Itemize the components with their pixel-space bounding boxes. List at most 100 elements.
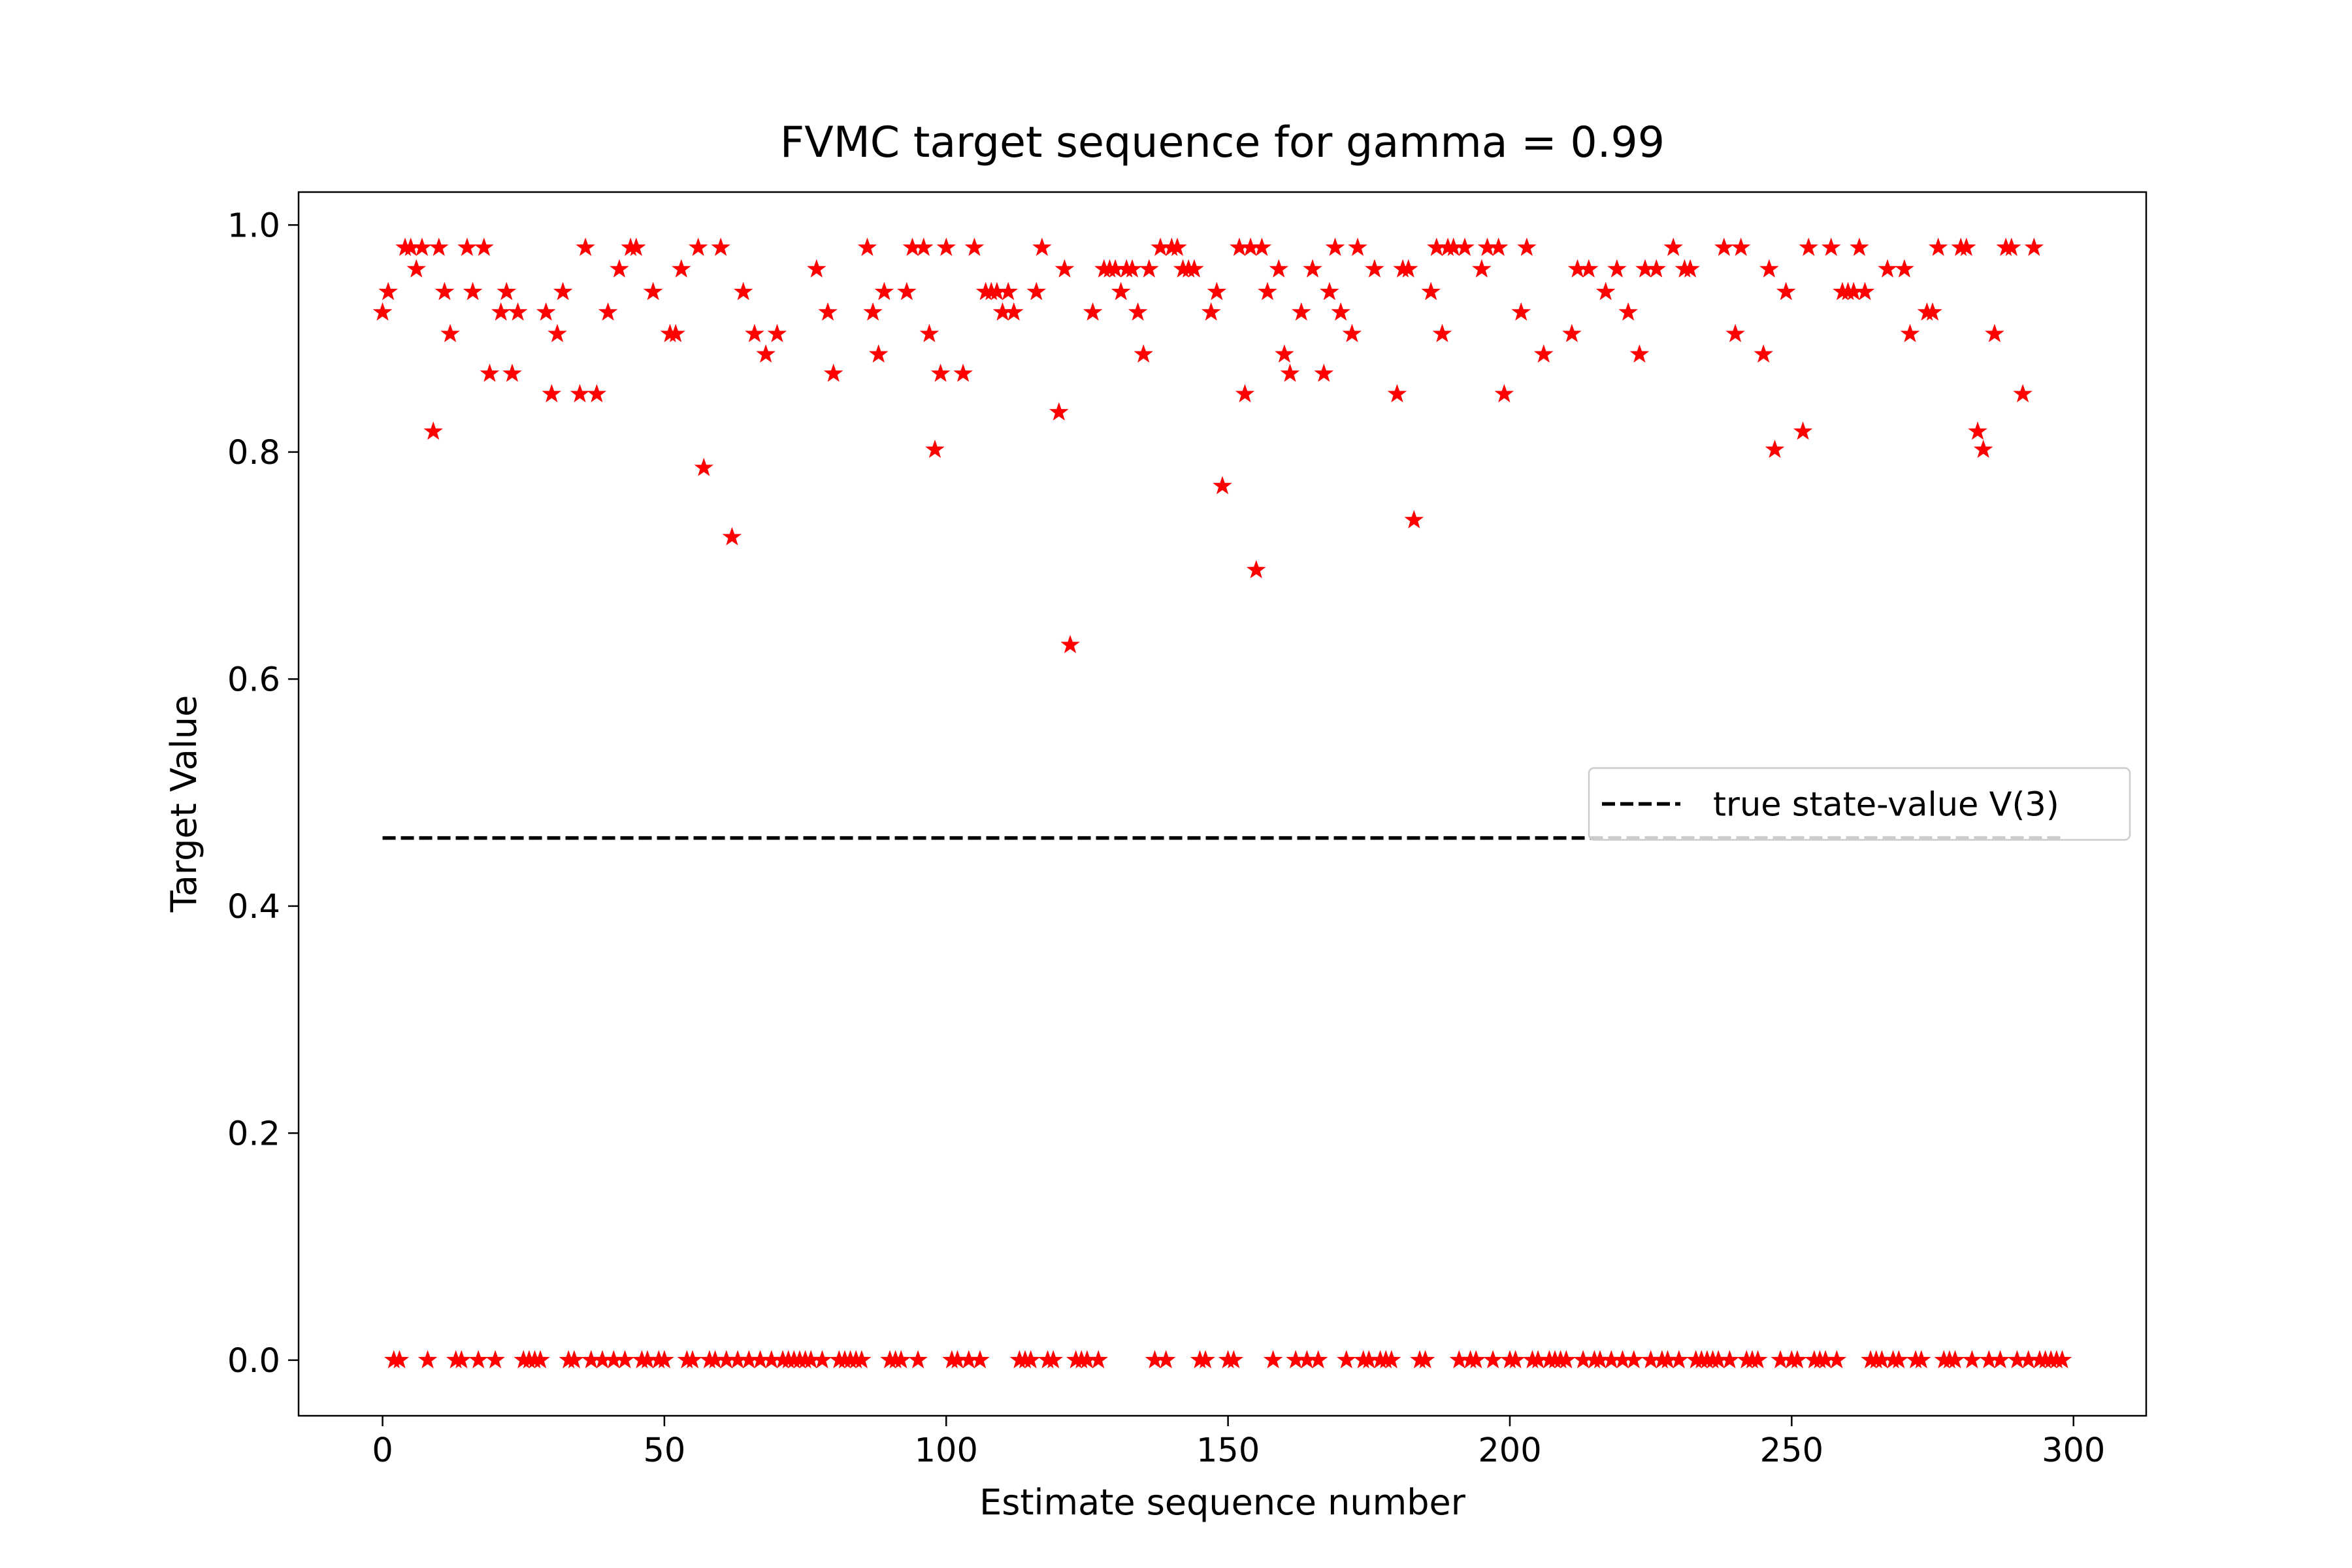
marker bbox=[1855, 282, 1875, 301]
chart-title: FVMC target sequence for gamma = 0.99 bbox=[780, 118, 1665, 167]
marker bbox=[1455, 237, 1475, 256]
marker bbox=[722, 527, 742, 546]
marker bbox=[1432, 323, 1452, 342]
marker bbox=[1466, 1350, 1486, 1369]
marker bbox=[1337, 1350, 1356, 1369]
marker bbox=[964, 237, 985, 256]
marker bbox=[412, 237, 432, 256]
marker bbox=[1595, 282, 1616, 301]
marker bbox=[863, 302, 883, 321]
marker bbox=[913, 237, 934, 256]
marker bbox=[823, 363, 843, 382]
x-tick-label: 100 bbox=[915, 1431, 978, 1470]
marker bbox=[1878, 259, 1897, 278]
marker bbox=[389, 1350, 410, 1369]
marker bbox=[463, 282, 483, 301]
marker bbox=[643, 282, 663, 301]
marker bbox=[627, 237, 646, 256]
marker bbox=[547, 323, 567, 342]
marker bbox=[480, 363, 500, 382]
marker bbox=[1421, 282, 1441, 301]
marker bbox=[1088, 1350, 1108, 1369]
marker bbox=[434, 282, 455, 301]
marker bbox=[897, 282, 917, 301]
marker bbox=[1889, 1350, 1909, 1369]
marker bbox=[1494, 384, 1514, 402]
marker bbox=[925, 439, 945, 458]
marker bbox=[1788, 1350, 1807, 1369]
marker bbox=[508, 302, 528, 321]
marker bbox=[1308, 1350, 1328, 1369]
marker bbox=[767, 323, 787, 342]
marker bbox=[491, 302, 511, 321]
marker bbox=[818, 302, 838, 321]
marker bbox=[1207, 282, 1227, 301]
marker bbox=[1973, 439, 1993, 458]
marker bbox=[1348, 237, 1367, 256]
marker bbox=[1517, 237, 1537, 256]
marker bbox=[1235, 384, 1255, 402]
marker bbox=[1821, 237, 1841, 256]
marker bbox=[970, 1350, 990, 1369]
marker bbox=[953, 363, 973, 382]
marker bbox=[1562, 323, 1582, 342]
marker bbox=[406, 259, 427, 278]
marker bbox=[1134, 344, 1153, 363]
marker bbox=[1111, 282, 1131, 301]
marker bbox=[497, 282, 517, 301]
marker bbox=[1032, 237, 1052, 256]
marker bbox=[1990, 1350, 2010, 1369]
x-tick-label: 200 bbox=[1478, 1431, 1541, 1470]
marker bbox=[857, 237, 877, 256]
y-axis-label: Target Value bbox=[163, 695, 204, 913]
marker bbox=[2052, 1350, 2072, 1369]
marker bbox=[1505, 1350, 1526, 1369]
marker bbox=[930, 363, 951, 382]
marker bbox=[468, 1350, 488, 1369]
marker bbox=[1303, 259, 1322, 278]
marker bbox=[1985, 323, 2004, 342]
marker bbox=[1900, 323, 1920, 342]
marker bbox=[1004, 302, 1024, 321]
marker bbox=[1139, 259, 1159, 278]
marker bbox=[1275, 344, 1294, 363]
marker bbox=[2013, 384, 2033, 402]
y-tick-label: 1.0 bbox=[227, 206, 280, 245]
marker bbox=[1258, 282, 1277, 301]
x-tick-label: 300 bbox=[2042, 1431, 2105, 1470]
marker bbox=[1269, 259, 1289, 278]
marker bbox=[998, 282, 1018, 301]
y-tick-label: 0.4 bbox=[227, 888, 280, 926]
marker bbox=[666, 323, 685, 342]
marker bbox=[1827, 1350, 1847, 1369]
marker bbox=[1184, 259, 1204, 278]
marker bbox=[378, 282, 398, 301]
marker bbox=[553, 282, 573, 301]
marker bbox=[440, 323, 460, 342]
marker bbox=[1748, 1350, 1768, 1369]
marker bbox=[1646, 259, 1667, 278]
marker bbox=[1945, 1350, 1965, 1369]
marker bbox=[587, 384, 607, 402]
marker bbox=[655, 1350, 674, 1369]
marker bbox=[1472, 259, 1492, 278]
marker bbox=[711, 237, 730, 256]
marker bbox=[688, 237, 708, 256]
marker bbox=[485, 1350, 505, 1369]
marker bbox=[576, 237, 595, 256]
legend-frame bbox=[1588, 767, 2131, 841]
plot-frame bbox=[297, 191, 2148, 1417]
marker bbox=[598, 302, 618, 321]
marker bbox=[1618, 302, 1638, 321]
marker bbox=[1731, 237, 1751, 256]
marker bbox=[1280, 363, 1300, 382]
marker bbox=[1957, 237, 1976, 256]
marker bbox=[1533, 344, 1554, 363]
marker bbox=[429, 237, 449, 256]
marker bbox=[2024, 237, 2044, 256]
marker bbox=[502, 363, 522, 382]
marker bbox=[1579, 259, 1599, 278]
marker bbox=[542, 384, 562, 402]
marker bbox=[891, 1350, 911, 1369]
